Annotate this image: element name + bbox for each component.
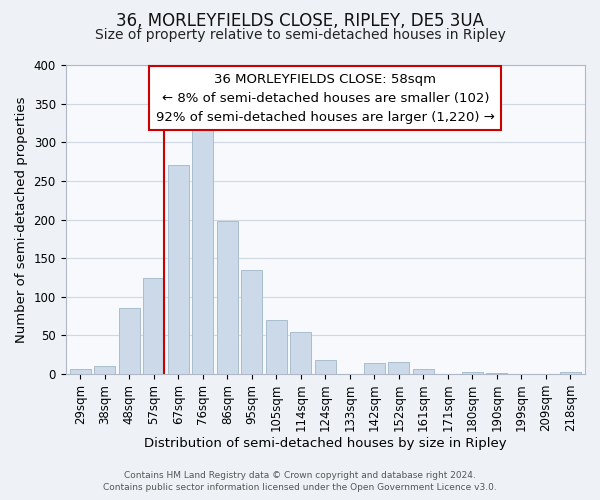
Text: Contains HM Land Registry data © Crown copyright and database right 2024.
Contai: Contains HM Land Registry data © Crown c…: [103, 471, 497, 492]
Bar: [94, 366, 115, 374]
Bar: [388, 362, 409, 374]
Bar: [70, 368, 91, 374]
Bar: [413, 368, 434, 374]
X-axis label: Distribution of semi-detached houses by size in Ripley: Distribution of semi-detached houses by …: [144, 437, 506, 450]
Text: 36 MORLEYFIELDS CLOSE: 58sqm
← 8% of semi-detached houses are smaller (102)
92% : 36 MORLEYFIELDS CLOSE: 58sqm ← 8% of sem…: [156, 72, 495, 124]
Text: 36, MORLEYFIELDS CLOSE, RIPLEY, DE5 3UA: 36, MORLEYFIELDS CLOSE, RIPLEY, DE5 3UA: [116, 12, 484, 30]
Bar: [290, 332, 311, 374]
Y-axis label: Number of semi-detached properties: Number of semi-detached properties: [15, 96, 28, 343]
Bar: [119, 308, 140, 374]
Bar: [143, 278, 164, 374]
Bar: [193, 119, 213, 374]
Text: Size of property relative to semi-detached houses in Ripley: Size of property relative to semi-detach…: [95, 28, 505, 42]
Bar: [462, 372, 482, 374]
Bar: [364, 362, 385, 374]
Bar: [560, 372, 581, 374]
Bar: [217, 221, 238, 374]
Bar: [266, 320, 287, 374]
Bar: [168, 166, 188, 374]
Bar: [315, 360, 335, 374]
Bar: [241, 270, 262, 374]
